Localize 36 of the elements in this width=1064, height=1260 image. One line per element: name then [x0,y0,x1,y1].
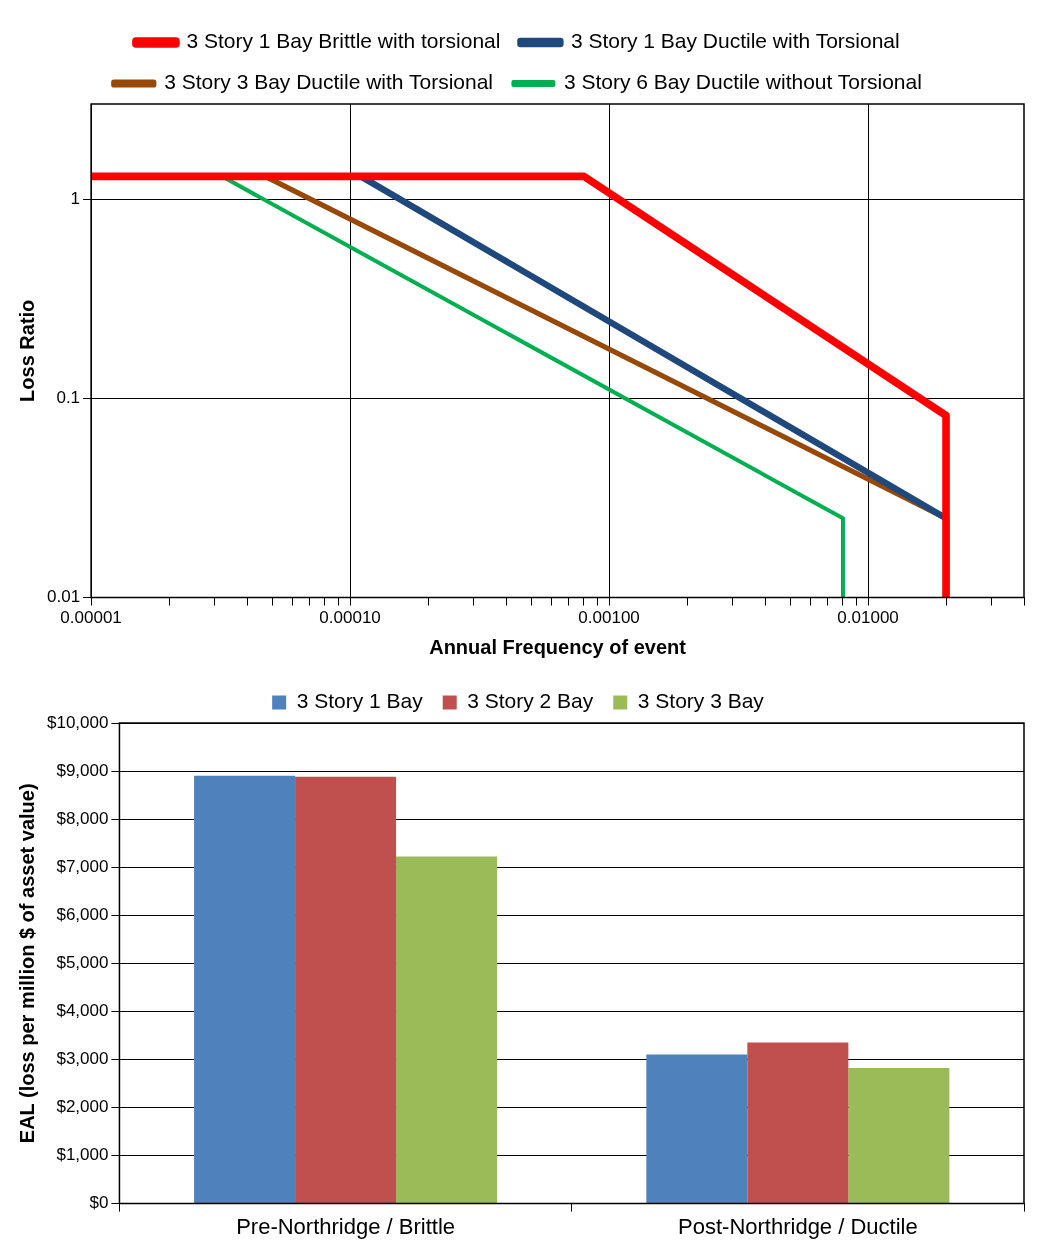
legend-label: 3 Story 3 Bay [637,689,765,713]
legend-label: 3 Story 6 Bay Ductile without Torsional [563,70,922,94]
x-tick-label: Post-Northridge / Ductile [678,1213,918,1239]
legend-label: 3 Story 1 Bay [296,689,424,713]
legend-label: 3 Story 3 Bay Ductile with Torsional [164,70,494,94]
legend-label: 3 Story 1 Bay Brittle with torsional [186,29,501,53]
y-tick-label: $3,000 [56,1049,109,1069]
legend-label: 3 Story 1 Bay Ductile with Torsional [570,29,900,53]
y-tick-label: $7,000 [56,856,109,876]
bar [747,1042,849,1204]
y-tick-label: $2,000 [56,1097,109,1117]
x-tick-label: 0.01000 [837,608,899,628]
legend-label: 3 Story 2 Bay [467,689,594,713]
y-tick-label: $1,000 [56,1145,109,1165]
x-tick-label: 0.00010 [319,608,381,628]
y-axis-title: Loss Ratio [15,299,38,402]
y-tick-label: 1 [70,188,81,208]
y-tick-label: $4,000 [56,1001,109,1021]
bar [295,776,397,1204]
bar [396,856,498,1204]
x-tick-label: 0.00100 [578,608,640,628]
y-tick-label: $8,000 [56,808,109,828]
y-tick-label: $6,000 [56,904,109,924]
y-tick-label: 0.01 [46,587,81,607]
y-tick-label: $5,000 [56,952,109,972]
y-tick-label: 0.1 [56,388,81,408]
x-tick-label: 0.00001 [60,608,122,628]
x-axis-title: Annual Frequency of event [429,635,687,658]
y-tick-label: $0 [89,1193,109,1213]
y-tick-label: $9,000 [56,760,109,780]
bar [848,1068,950,1204]
y-axis-title: EAL (loss per million $ of asset value) [15,783,38,1144]
x-tick-label: Pre-Northridge / Brittle [236,1213,456,1239]
y-tick-label: $10,000 [47,712,109,732]
bar [194,775,296,1204]
bar [646,1054,748,1204]
